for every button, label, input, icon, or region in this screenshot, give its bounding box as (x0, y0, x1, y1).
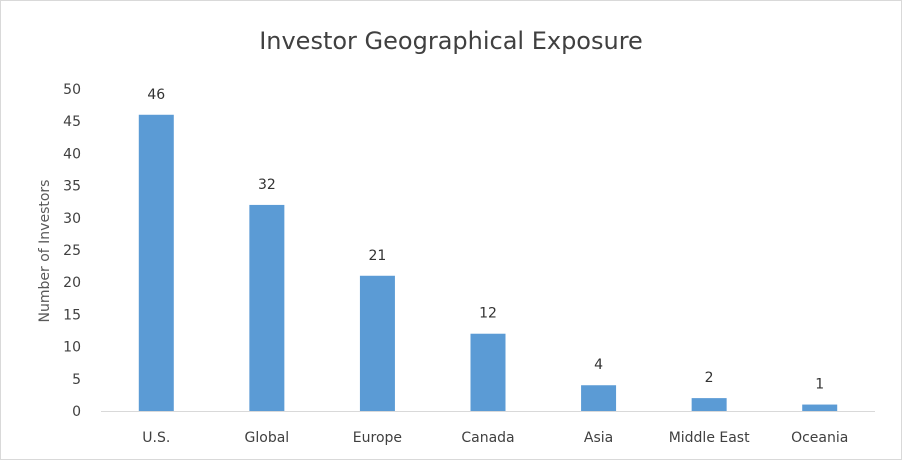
y-tick-label: 25 (63, 243, 81, 259)
data-label: 1 (815, 377, 824, 393)
y-tick-label: 30 (63, 211, 81, 227)
category-label: Canada (461, 430, 514, 446)
bar-asia (581, 385, 617, 411)
category-label: Europe (353, 430, 402, 446)
y-tick-label: 50 (63, 82, 81, 98)
category-label: Middle East (669, 430, 750, 446)
chart-title: Investor Geographical Exposure (259, 27, 643, 55)
bar-global (249, 204, 285, 411)
y-tick-label: 5 (72, 372, 81, 388)
data-label: 21 (369, 248, 387, 264)
bar-middle-east (691, 398, 727, 411)
bar-oceania (802, 404, 838, 411)
bars (138, 114, 838, 411)
category-label: Global (245, 430, 290, 446)
y-tick-label: 10 (63, 340, 81, 356)
y-tick-label: 20 (63, 275, 81, 291)
category-label: Asia (584, 430, 613, 446)
y-axis-title: Number of Investors (37, 180, 53, 323)
y-tick-label: 40 (63, 146, 81, 162)
data-label: 46 (147, 87, 165, 103)
y-tick-label: 15 (63, 307, 81, 323)
category-label: Oceania (791, 430, 848, 446)
data-label: 12 (479, 306, 497, 322)
data-label: 4 (594, 357, 603, 373)
y-tick-label: 35 (63, 179, 81, 195)
category-labels: U.S. Global Europe Canada Asia Middle East Oce… (142, 430, 848, 446)
y-axis-ticks: 0 5 10 15 20 25 30 35 40 45 50 (63, 82, 81, 420)
bar-europe (359, 275, 395, 411)
category-label: U.S. (142, 430, 170, 446)
y-tick-label: 45 (63, 114, 81, 130)
bar-canada (470, 333, 506, 411)
data-label: 32 (258, 177, 276, 193)
data-label: 2 (705, 370, 714, 386)
bar-u-s (138, 114, 174, 411)
y-tick-label: 0 (72, 404, 81, 420)
